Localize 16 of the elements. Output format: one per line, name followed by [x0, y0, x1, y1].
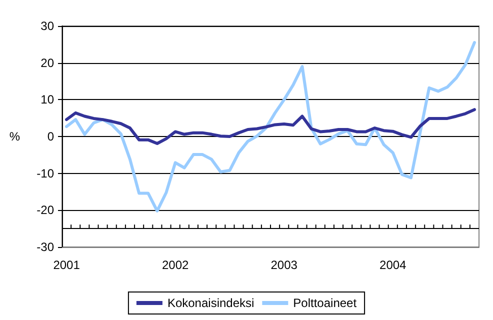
line-series — [65, 41, 476, 212]
x-tick-label: 2002 — [162, 258, 189, 272]
y-tick-label: 0 — [47, 130, 54, 144]
y-tick-label: 30 — [40, 19, 54, 33]
y-axis-title: % — [9, 130, 20, 144]
legend-label: Kokonaisindeksi — [167, 296, 254, 310]
line-series — [65, 108, 476, 145]
x-tick-label: 2001 — [53, 258, 80, 272]
y-tick-label: -10 — [36, 166, 54, 180]
y-tick-label: 10 — [40, 92, 54, 107]
legend-label: Polttoaineet — [293, 296, 358, 310]
y-tick-label: -30 — [36, 240, 54, 254]
x-tick-label: 2003 — [270, 258, 298, 272]
y-tick-label: -20 — [36, 203, 54, 218]
x-tick-label: 2004 — [380, 258, 407, 272]
y-tick-label: 20 — [40, 56, 54, 70]
